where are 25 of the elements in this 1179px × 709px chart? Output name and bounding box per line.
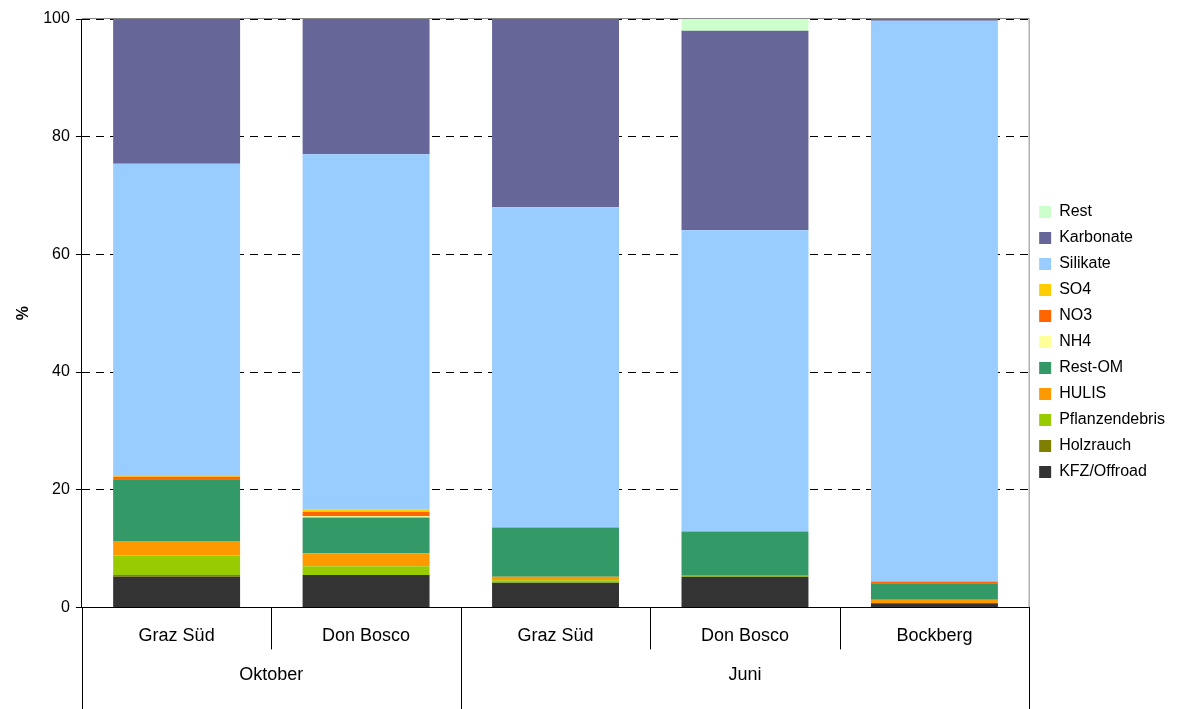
y-tick-label: 60	[52, 244, 70, 262]
legend-label: Rest-OM	[1059, 358, 1124, 376]
x-tick-label: Bockberg	[896, 625, 973, 646]
x-tick-label: Graz Süd	[517, 625, 594, 646]
legend-label: Karbonate	[1059, 228, 1134, 246]
legend-label: NH4	[1059, 332, 1092, 350]
legend-label: Holzrauch	[1059, 436, 1132, 454]
legend-label: Pflanzendebris	[1059, 410, 1165, 428]
legend-label: HULIS	[1059, 384, 1107, 402]
legend-label: Silikate	[1059, 254, 1111, 272]
y-tick-label: 20	[52, 480, 70, 498]
y-tick-label: 80	[52, 127, 70, 145]
legend-label: KFZ/Offroad	[1059, 462, 1147, 480]
y-tick-label: 100	[43, 9, 70, 27]
legend-label: SO4	[1059, 280, 1092, 298]
x-tick-label: Don Bosco	[322, 625, 411, 646]
x-tick-label: Graz Süd	[138, 625, 215, 646]
y-axis-title: %	[14, 306, 32, 321]
text: Oktober	[239, 664, 304, 685]
y-tick-label: 0	[60, 597, 70, 615]
x-tick-label: Don Bosco	[700, 625, 790, 646]
text: Juni	[728, 664, 762, 685]
legend-label: Rest	[1059, 202, 1093, 220]
legend-label: NO3	[1059, 306, 1093, 324]
y-tick-label: 40	[52, 362, 70, 380]
